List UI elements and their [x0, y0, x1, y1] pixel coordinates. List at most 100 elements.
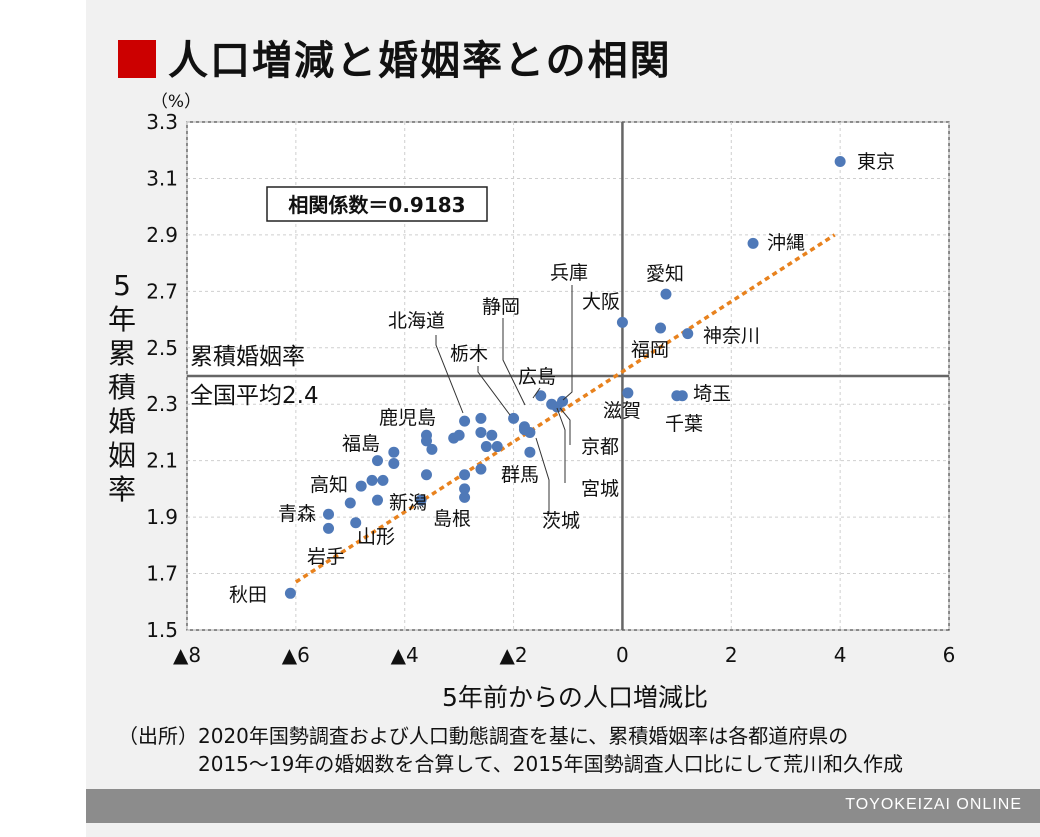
x-axis-label: 5年前からの人口増減比: [442, 683, 708, 712]
data-point: [518, 424, 530, 436]
point-label: 愛知: [646, 263, 684, 285]
point-label: 東京: [857, 151, 895, 173]
y-axis-label-char: 積: [108, 371, 136, 404]
data-point: [480, 441, 492, 453]
data-point: [344, 497, 356, 509]
leader-line: [502, 318, 526, 406]
data-point: [524, 446, 536, 458]
data-point: [655, 322, 667, 334]
data-point: [372, 455, 383, 467]
y-tick-label: 2.7: [146, 279, 178, 303]
leader-line: [535, 437, 550, 513]
x-tick-label: ▲4: [391, 643, 419, 667]
data-point: [616, 316, 628, 328]
y-axis-label-char: 累: [108, 337, 136, 370]
y-axis-label-char: 率: [108, 473, 136, 506]
data-point: [388, 457, 400, 469]
x-tick-label: 2: [725, 643, 738, 667]
data-point: [420, 469, 432, 481]
footer-brand: TOYOKEIZAI ONLINE: [845, 796, 1022, 813]
source-line-2: 2015～19年の婚姻数を合算して、2015年国勢調査人口比にして荒川和久作成: [198, 752, 904, 776]
axes: 1.5 1.7 1.9 2.1 2.3 2.5 2.7 2.9 3.1 3.3 ▲8 ▲6 ▲4 ▲2 0 2…: [108, 92, 955, 712]
data-point: [459, 415, 471, 427]
data-point: [660, 288, 672, 300]
data-point: [546, 398, 558, 410]
data-point: [475, 426, 487, 438]
point-label: 滋賀: [603, 400, 641, 422]
y-tick-label: 1.5: [146, 618, 178, 642]
point-label: 京都: [581, 436, 619, 458]
data-point: [372, 494, 383, 506]
data-point: [682, 328, 694, 340]
point-label: 群馬: [501, 464, 539, 486]
data-point: [284, 587, 296, 599]
correlation-label: 相関係数＝0.9183: [288, 193, 465, 217]
average-line-label-1: 累積婚姻率: [190, 344, 305, 370]
point-label: 島根: [433, 508, 471, 530]
data-points: [284, 156, 846, 599]
y-tick-label: 2.3: [146, 392, 178, 416]
data-point: [355, 480, 367, 492]
data-point: [350, 517, 362, 529]
data-point: [486, 429, 498, 441]
leader-line: [532, 387, 541, 399]
point-label: 宮城: [581, 478, 619, 500]
leader-line: [435, 335, 464, 414]
leader-line: [559, 407, 571, 445]
point-label: 栃木: [450, 343, 488, 365]
average-line-label-2: 全国平均2.4: [190, 383, 319, 409]
data-point: [491, 441, 503, 453]
data-point: [377, 474, 389, 486]
footer-bar: TOYOKEIZAI ONLINE: [86, 789, 1040, 823]
point-label: 神奈川: [703, 325, 760, 347]
data-point: [323, 522, 335, 534]
point-label: 青森: [278, 503, 316, 525]
title-marker: [118, 40, 156, 78]
data-point: [453, 429, 465, 441]
data-point: [459, 483, 471, 495]
leader-line: [477, 366, 511, 416]
x-tick-label: ▲8: [173, 643, 201, 667]
y-axis-label-char: 婚: [108, 405, 136, 438]
y-tick-label: 1.7: [146, 562, 178, 586]
point-label: 北海道: [388, 310, 445, 332]
chart-title: 人口増減と婚姻率との相関: [168, 38, 672, 84]
trend-line: [294, 233, 836, 584]
point-label: 広島: [518, 366, 556, 388]
data-point: [508, 412, 520, 424]
source-note: （出所）2020年国勢調査および人口動態調査を基に、累積婚姻率は各都道府県の 2…: [118, 722, 903, 778]
leader-line: [556, 407, 566, 483]
data-point: [622, 387, 634, 399]
y-tick-label: 2.9: [146, 223, 178, 247]
point-label: 新潟: [389, 492, 427, 514]
data-point: [459, 469, 471, 481]
point-label: 埼玉: [693, 383, 731, 405]
data-point: [747, 237, 759, 249]
y-axis-label-char: 5: [113, 269, 131, 302]
data-point: [426, 443, 438, 455]
point-label: 福岡: [631, 339, 669, 361]
point-label: 千葉: [665, 413, 703, 435]
y-tick-label: 2.1: [146, 449, 178, 473]
point-label: 山形: [357, 526, 395, 548]
x-tick-label: ▲2: [500, 643, 528, 667]
scatter-chart: 1.5 1.7 1.9 2.1 2.3 2.5 2.7 2.9 3.1 3.3 ▲8 ▲6 ▲4 ▲2 0 2…: [108, 92, 955, 712]
point-label: 沖縄: [767, 232, 805, 254]
data-point: [475, 412, 487, 424]
correlation-box: [266, 186, 488, 222]
y-tick-label: 3.3: [146, 110, 178, 134]
data-point: [366, 474, 378, 486]
x-tick-label: ▲6: [282, 643, 310, 667]
y-tick-label: 2.5: [146, 336, 178, 360]
point-label: 鹿児島: [379, 407, 436, 429]
data-point: [420, 435, 432, 447]
point-label: 茨城: [542, 510, 580, 532]
x-tick-label: 6: [943, 643, 956, 667]
y-axis-label-char: 姻: [108, 439, 136, 472]
leader-line: [562, 285, 573, 401]
data-point: [459, 491, 471, 503]
point-label: 高知: [310, 474, 348, 496]
point-label: 福島: [342, 433, 380, 455]
y-tick-label: 1.9: [146, 505, 178, 529]
data-point: [834, 156, 846, 168]
